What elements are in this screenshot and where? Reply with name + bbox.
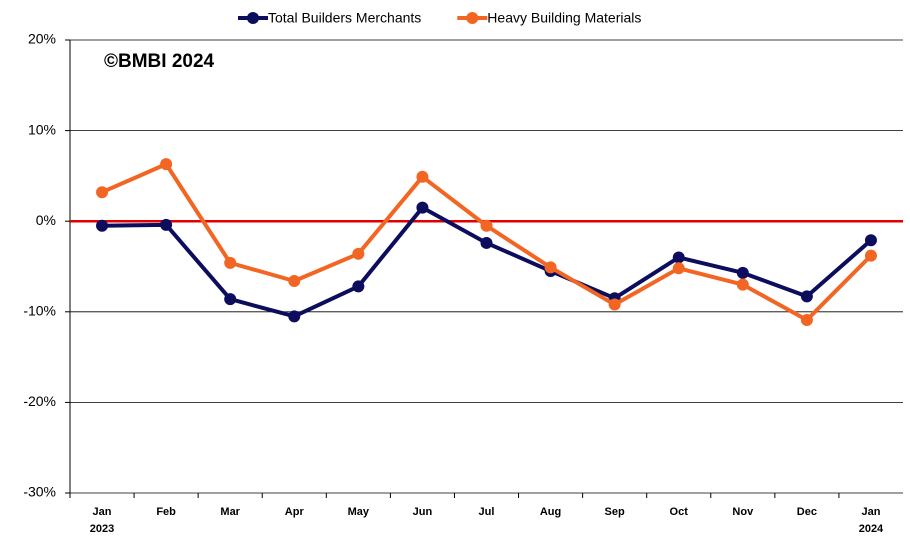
point	[544, 261, 557, 274]
x-tick-label: Oct	[669, 506, 688, 518]
x-tick-label: Jan 2023	[89, 506, 115, 535]
point	[160, 158, 173, 171]
point	[352, 247, 365, 260]
point	[352, 280, 365, 293]
x-tick-label: Mar	[220, 506, 240, 518]
x-tick-label: Jun	[412, 506, 433, 518]
y-tick-label: 10%	[28, 121, 56, 137]
y-tick-label: -10%	[23, 303, 56, 319]
x-tick-label: Apr	[284, 506, 304, 518]
point	[96, 219, 109, 232]
point	[480, 236, 493, 249]
point	[96, 186, 109, 199]
point	[672, 262, 685, 275]
point	[160, 218, 173, 231]
x-tick-label: Dec	[796, 506, 817, 518]
x-tick-label: Feb	[156, 506, 176, 518]
y-tick-label: 0%	[36, 212, 56, 228]
point	[864, 249, 877, 262]
point	[288, 274, 301, 287]
x-tick-label: Jan 2024	[858, 506, 884, 535]
point	[736, 278, 749, 291]
point	[224, 293, 237, 306]
point	[800, 290, 813, 303]
point	[736, 266, 749, 279]
point	[672, 251, 685, 264]
point	[864, 234, 877, 247]
y-tick-label: -30%	[23, 484, 56, 500]
legend-label: Total Builders Merchants	[268, 10, 421, 26]
point	[224, 256, 237, 269]
legend-label: Heavy Building Materials	[487, 10, 641, 26]
x-tick-label: May	[347, 506, 370, 518]
x-tick-label: Jul	[478, 506, 495, 518]
point	[416, 201, 429, 214]
point	[416, 170, 429, 183]
y-tick-label: -20%	[23, 393, 56, 409]
point	[800, 313, 813, 326]
legend-marker	[247, 12, 259, 24]
point	[480, 219, 493, 232]
x-tick-label: Sep	[604, 506, 625, 518]
x-tick-label: Nov	[732, 506, 754, 518]
y-tick-label: 20%	[28, 31, 56, 47]
legend-marker	[466, 12, 479, 24]
point	[288, 310, 301, 323]
annotation: ©BMBI 2024	[104, 51, 215, 72]
x-tick-label: Aug	[539, 506, 562, 518]
point	[608, 298, 621, 311]
